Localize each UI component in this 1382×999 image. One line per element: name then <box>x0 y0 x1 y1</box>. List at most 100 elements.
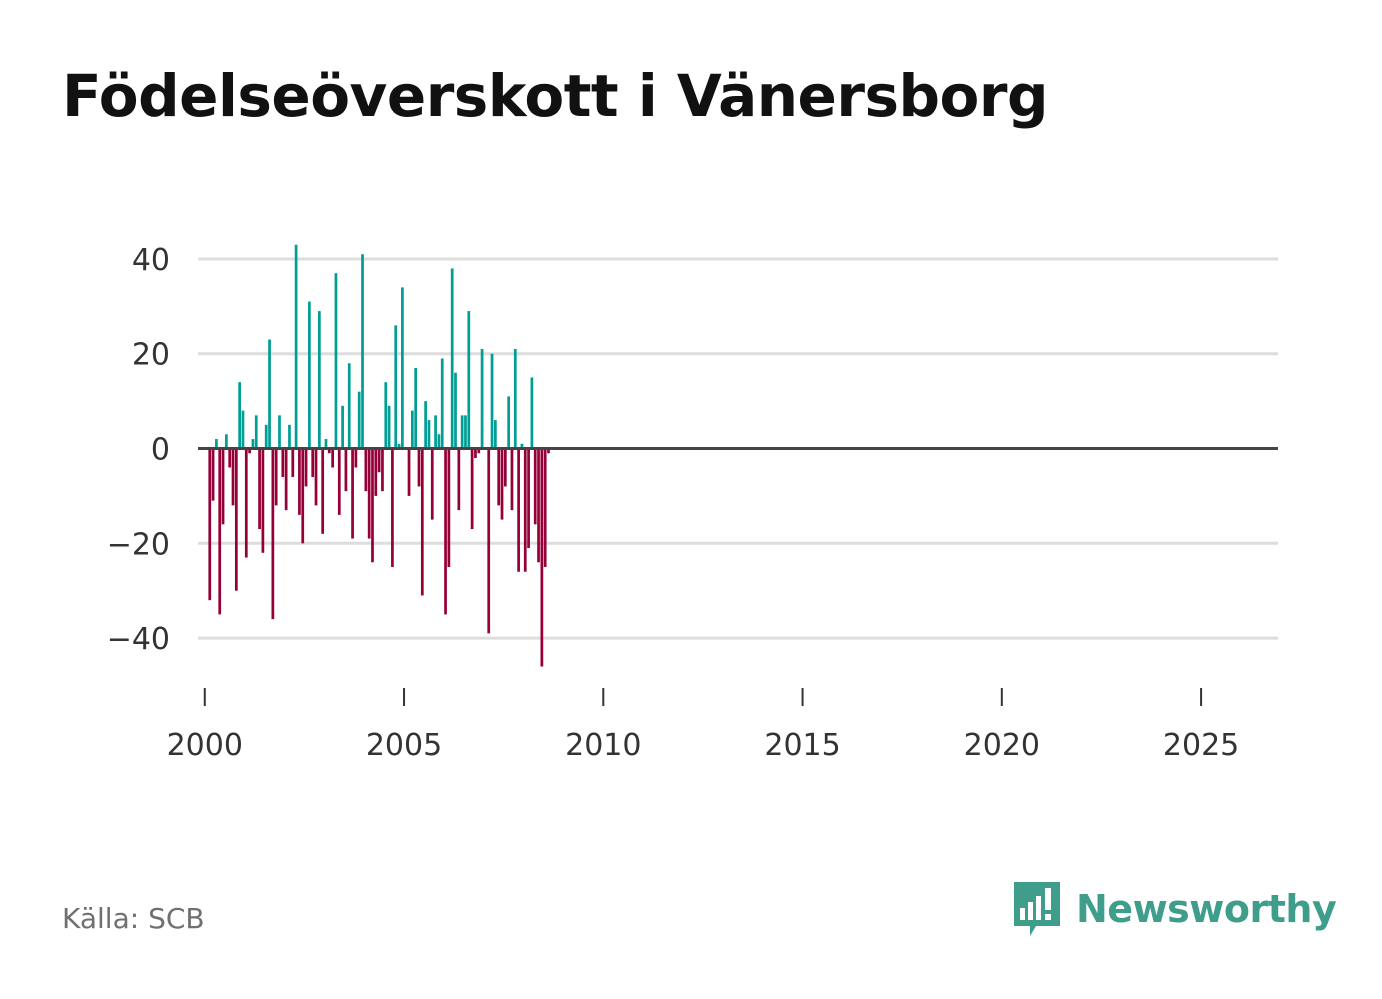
bar <box>354 448 358 468</box>
bar <box>281 448 285 477</box>
bar <box>208 448 212 601</box>
bar <box>384 382 388 449</box>
bar <box>543 448 547 567</box>
bar <box>420 448 424 596</box>
bar <box>374 448 378 496</box>
bar <box>440 358 444 449</box>
bar <box>464 415 467 449</box>
bar <box>334 273 338 449</box>
bar <box>427 420 431 449</box>
bar <box>314 448 318 506</box>
bar <box>301 448 305 544</box>
bar <box>487 448 491 634</box>
bar <box>394 325 398 449</box>
bar <box>244 448 248 558</box>
bar <box>401 287 404 449</box>
x-tick-label: 2005 <box>366 728 442 763</box>
x-tick-label: 2000 <box>167 728 243 763</box>
bar <box>221 448 225 525</box>
bar <box>523 448 527 572</box>
bar <box>357 391 361 449</box>
bar <box>241 410 245 449</box>
bar <box>225 434 228 449</box>
bar <box>264 424 268 449</box>
bar <box>304 448 308 487</box>
brand-logo[interactable]: Newsworthy <box>1012 880 1337 938</box>
bar <box>347 363 351 449</box>
bar <box>530 377 534 449</box>
bar <box>361 254 364 449</box>
bar <box>258 448 261 530</box>
bar <box>324 439 328 449</box>
bar <box>424 401 427 449</box>
y-tick-label: −40 <box>107 622 170 657</box>
bar <box>308 301 311 449</box>
bar <box>231 448 235 506</box>
bar <box>234 448 238 591</box>
source-label: Källa: SCB <box>62 902 205 935</box>
bar <box>500 448 504 520</box>
bar <box>215 439 218 449</box>
bar <box>271 448 275 620</box>
x-tick-label: 2015 <box>764 728 840 763</box>
bar <box>497 448 501 506</box>
bar <box>248 448 251 454</box>
bar <box>513 349 517 449</box>
bar <box>387 405 391 449</box>
y-tick-label: 20 <box>132 338 170 373</box>
bar <box>341 405 344 449</box>
chart-title: Födelseöverskott i Vänersborg <box>62 62 1049 130</box>
bar <box>254 415 258 449</box>
bar <box>474 448 477 458</box>
bar <box>371 448 374 563</box>
bar <box>430 448 434 520</box>
bar <box>391 448 394 567</box>
y-tick-label: 40 <box>132 243 170 278</box>
bar <box>537 448 540 563</box>
bar <box>364 448 368 492</box>
y-axis: 40 20 0 −20 −40 <box>107 243 170 657</box>
bar <box>467 311 471 449</box>
bar <box>480 349 484 449</box>
bar <box>311 448 315 477</box>
x-tick-label: 2025 <box>1163 728 1239 763</box>
newsworthy-logo-icon <box>1014 882 1060 936</box>
bar <box>457 448 461 511</box>
bar <box>520 443 524 449</box>
bar <box>510 448 514 511</box>
bar <box>298 448 301 515</box>
bar <box>444 448 447 615</box>
bar <box>460 415 464 449</box>
bar <box>274 448 278 506</box>
bar <box>517 448 520 572</box>
bar <box>278 415 281 449</box>
bar <box>490 353 494 449</box>
bar <box>397 443 401 449</box>
y-tick-label: −20 <box>107 527 170 562</box>
bar <box>533 448 537 525</box>
bar <box>503 448 507 487</box>
bar <box>331 448 334 468</box>
bar <box>288 424 291 449</box>
bar <box>410 410 414 449</box>
bar <box>351 448 354 539</box>
bar <box>337 448 341 515</box>
bar <box>437 434 441 449</box>
bar <box>377 448 381 473</box>
bar <box>284 448 288 511</box>
bar <box>381 448 384 492</box>
bar <box>238 382 242 449</box>
grid-lines <box>198 257 1278 640</box>
bar <box>367 448 371 539</box>
bar <box>344 448 348 492</box>
y-tick-label: 0 <box>151 433 170 468</box>
bar <box>434 415 437 449</box>
bar <box>228 448 232 468</box>
bar <box>327 448 331 454</box>
bar <box>527 448 530 549</box>
bar <box>251 439 255 449</box>
bar <box>450 268 454 449</box>
bar <box>261 448 265 553</box>
bar <box>447 448 451 567</box>
